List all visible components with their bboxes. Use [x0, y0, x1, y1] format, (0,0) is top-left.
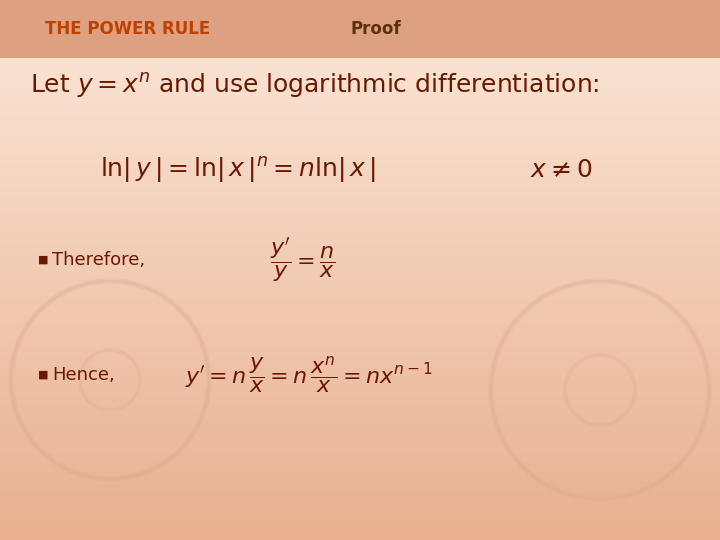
Text: $\dfrac{y'}{y} = \dfrac{n}{x}$: $\dfrac{y'}{y} = \dfrac{n}{x}$ — [270, 236, 336, 284]
Text: Let $y = x^n$ and use logarithmic differentiation:: Let $y = x^n$ and use logarithmic differ… — [30, 71, 600, 99]
Text: Proof: Proof — [350, 20, 400, 38]
Text: $y' = n\,\dfrac{y}{x} = n\,\dfrac{x^n}{x} = nx^{n-1}$: $y' = n\,\dfrac{y}{x} = n\,\dfrac{x^n}{x… — [185, 355, 433, 395]
Text: $x \neq 0$: $x \neq 0$ — [530, 158, 593, 182]
Text: THE POWER RULE: THE POWER RULE — [45, 20, 210, 38]
Text: Therefore,: Therefore, — [52, 251, 145, 269]
Bar — [0, 0, 720, 58]
Text: $\ln|\,y\,| = \ln|\,x\,|^n = n\ln|\,x\,|$: $\ln|\,y\,| = \ln|\,x\,|^n = n\ln|\,x\,|… — [100, 155, 376, 185]
Text: Hence,: Hence, — [52, 366, 114, 384]
Text: ■: ■ — [38, 255, 48, 265]
Text: ■: ■ — [38, 370, 48, 380]
